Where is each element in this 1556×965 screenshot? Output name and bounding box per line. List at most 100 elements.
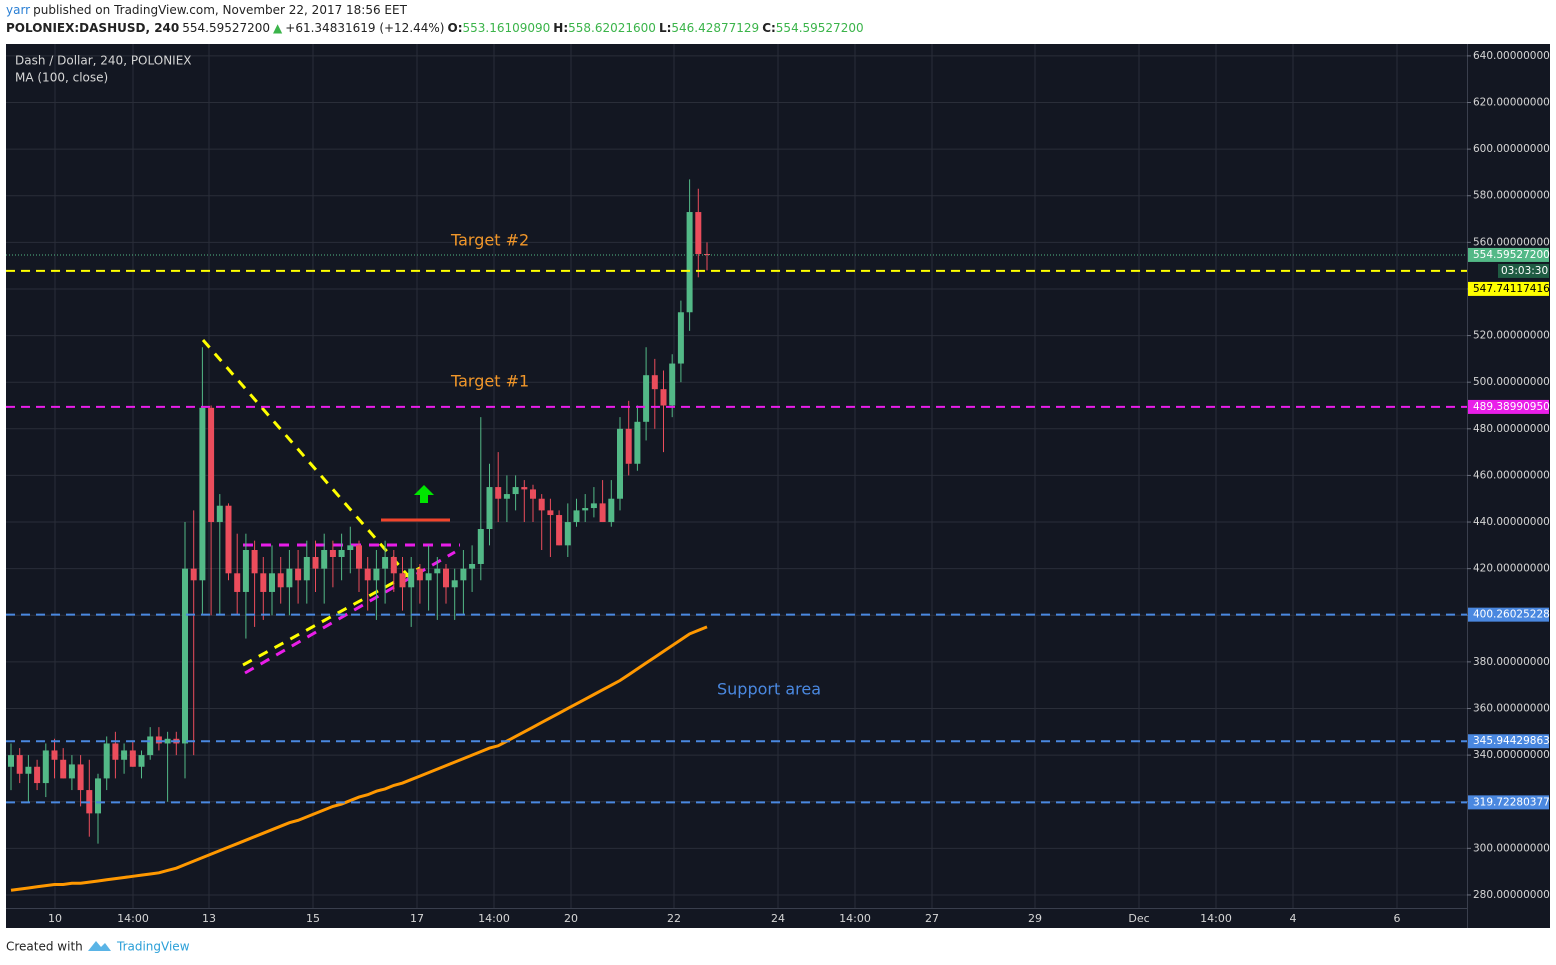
- level-tag: [1468, 281, 1549, 296]
- candle-body: [356, 545, 362, 569]
- x-tick-label: 27: [925, 912, 939, 925]
- x-tick-label: 29: [1028, 912, 1042, 925]
- indicator-label: MA (100, close): [15, 71, 108, 85]
- x-tick-label: 14:00: [117, 912, 149, 925]
- x-tick-label: 20: [564, 912, 578, 925]
- candle-body: [338, 550, 345, 557]
- candle-body: [556, 515, 563, 546]
- y-tick-label: 640.00000000: [1473, 50, 1550, 62]
- candle-body: [399, 573, 406, 588]
- y-tick-label: 360.00000000: [1473, 702, 1550, 714]
- candle-body: [208, 407, 215, 523]
- symbol-line: POLONIEX:DASHUSD, 240 554.59527200 ▲ +61.34…: [6, 21, 867, 35]
- h: 558.62021600: [568, 21, 656, 35]
- annotation: Support area: [717, 680, 821, 699]
- x-tick-label: 24: [771, 912, 785, 925]
- candle-body: [269, 573, 275, 592]
- candle-body: [530, 489, 536, 499]
- o-label: O:: [447, 21, 463, 35]
- y-tick-label: 600.00000000: [1473, 143, 1550, 155]
- symbol: POLONIEX:DASHUSD, 240: [6, 21, 180, 35]
- y-tick-label: 520.00000000: [1473, 330, 1550, 342]
- candle-body: [686, 212, 693, 313]
- y-tick-label: 460.00000000: [1473, 469, 1550, 481]
- candle-body: [190, 568, 197, 581]
- x-tick-label: 14:00: [1200, 912, 1232, 925]
- y-tick-label: 420.00000000: [1473, 563, 1550, 575]
- brand[interactable]: TradingView: [116, 940, 190, 954]
- level-tag-label: 400.26025228: [1473, 609, 1550, 621]
- candle-body: [695, 212, 702, 254]
- candle-body: [242, 550, 249, 592]
- y-tick-label: 560.00000000: [1473, 236, 1550, 248]
- candle-body: [547, 510, 554, 516]
- candle-body: [277, 573, 284, 588]
- candle-body: [443, 568, 449, 588]
- axis-border: [6, 908, 1467, 909]
- candle-body: [564, 522, 571, 546]
- candle-body: [460, 568, 467, 581]
- x-tick-label: 10: [48, 912, 62, 925]
- candle-body: [416, 568, 423, 581]
- candle-body: [16, 755, 23, 774]
- candle-body: [234, 573, 241, 592]
- candle-body: [199, 407, 206, 581]
- price-tag-label: 554.59527200: [1473, 249, 1550, 261]
- annotation: Target #2: [450, 231, 529, 250]
- up-arrow: [414, 485, 434, 503]
- countdown: 03:03:30: [1501, 265, 1548, 277]
- x-tick-label: 17: [410, 912, 424, 925]
- candle-body: [608, 498, 615, 523]
- countdown-bg: [1498, 263, 1549, 278]
- x-tick-label: 6: [1394, 912, 1401, 925]
- candle-body: [34, 766, 41, 784]
- candle-body: [260, 573, 267, 592]
- candle-body: [25, 766, 32, 774]
- candle-body: [286, 568, 293, 588]
- author[interactable]: yarr: [6, 3, 31, 17]
- candle-body: [112, 743, 119, 760]
- created-with: Created with: [6, 940, 83, 954]
- candle-body: [8, 755, 14, 767]
- level-tag: [1468, 734, 1549, 749]
- candle-body: [129, 750, 136, 767]
- level-tag-label: 547.74117416: [1473, 283, 1550, 295]
- candle-body: [251, 550, 258, 574]
- candle-body: [704, 253, 710, 255]
- candle-body: [617, 428, 623, 499]
- candle-body: [182, 568, 188, 744]
- candle-body: [103, 743, 110, 779]
- candle-body: [408, 568, 415, 588]
- trend-line: [242, 566, 421, 667]
- candle-body: [216, 505, 223, 523]
- candle-body: [677, 312, 684, 364]
- last: 554.59527200: [182, 21, 271, 35]
- candle-body: [60, 759, 67, 779]
- candle-body: [469, 563, 476, 569]
- l-label: L:: [658, 21, 672, 35]
- candle-body: [329, 550, 336, 557]
- h-label: H:: [553, 21, 569, 35]
- candle-body: [321, 550, 328, 569]
- x-tick-label: 4: [1290, 912, 1297, 925]
- candle-body: [155, 736, 162, 744]
- candle-body: [95, 778, 101, 814]
- x-tick-label: 14:00: [839, 912, 871, 925]
- y-tick-label: 620.00000000: [1473, 97, 1550, 109]
- x-tick-label: 14:00: [478, 912, 510, 925]
- candle-body: [512, 487, 519, 495]
- change: +61.34831619 (+12.44%): [285, 21, 445, 35]
- price-tag: [1468, 247, 1549, 262]
- candle-body: [42, 750, 49, 784]
- candle-body: [521, 487, 528, 490]
- candle-body: [582, 508, 589, 511]
- level-tag-label: 489.38990950: [1473, 401, 1550, 413]
- axis-border: [1467, 44, 1468, 928]
- annotation: Target #1: [450, 372, 529, 391]
- y-tick-label: 500.00000000: [1473, 376, 1550, 388]
- y-tick-label: 480.00000000: [1473, 423, 1550, 435]
- candle-body: [495, 487, 502, 499]
- candle-body: [51, 750, 58, 760]
- arrow: ▲: [273, 21, 283, 35]
